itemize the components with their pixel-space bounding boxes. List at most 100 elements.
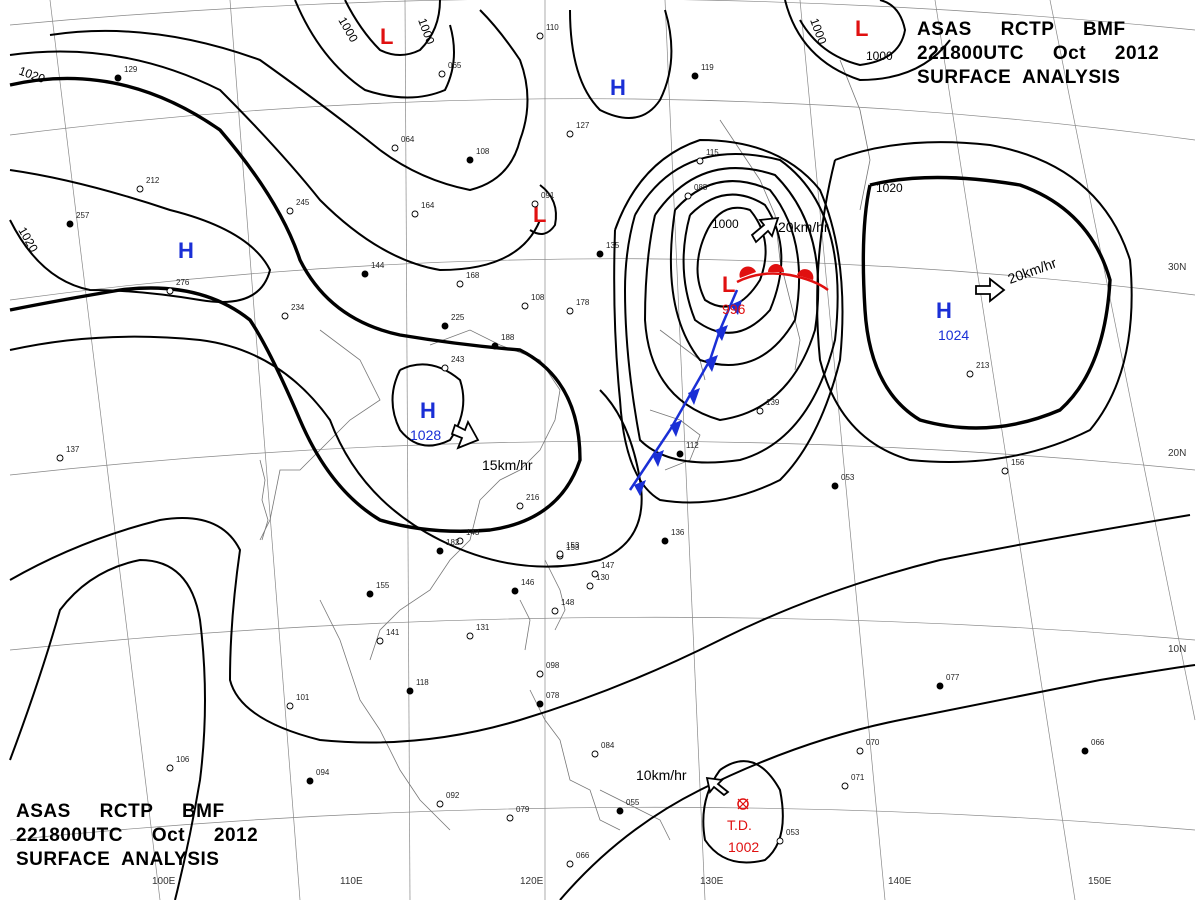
station-marker xyxy=(691,72,699,80)
station-pressure: 144 xyxy=(371,261,385,270)
title-line-3: SURFACE ANALYSIS xyxy=(917,67,1121,88)
station-pressure: 212 xyxy=(146,176,160,185)
station-pressure: 085 xyxy=(694,183,708,192)
isobar-label: 1000 xyxy=(866,49,893,63)
station-pressure: 147 xyxy=(601,561,615,570)
station-pressure: 110 xyxy=(546,23,559,32)
station-marker xyxy=(366,590,374,598)
station-marker xyxy=(456,280,464,288)
station-pressure: 053 xyxy=(786,828,800,837)
station-marker xyxy=(166,287,174,295)
tropical-depression-symbol xyxy=(737,798,749,810)
motion-arrow xyxy=(750,216,780,244)
station-marker xyxy=(436,800,444,808)
station-pressure: 070 xyxy=(866,738,880,747)
station-pressure: 066 xyxy=(1091,738,1105,747)
station-pressure: 141 xyxy=(386,628,400,637)
station-marker xyxy=(696,157,704,165)
high-center-symbol: H xyxy=(610,75,626,100)
station-marker xyxy=(684,192,692,200)
station-marker xyxy=(166,764,174,772)
station-pressure: 156 xyxy=(1011,458,1025,467)
station-marker xyxy=(281,312,289,320)
station-marker xyxy=(556,550,564,558)
graticule-labels: 30N 20N 10N 100E 110E 120E 130E 140E 150… xyxy=(152,262,1186,887)
station-pressure: 064 xyxy=(401,135,415,144)
station-pressure: 127 xyxy=(576,121,590,130)
latitude-label: 30N xyxy=(1168,262,1186,273)
station-pressure: 164 xyxy=(421,201,435,210)
motion-arrow xyxy=(450,419,480,450)
station-pressure: 078 xyxy=(546,691,560,700)
motion-arrow xyxy=(705,776,730,797)
motion-speed: 10km/hr xyxy=(636,767,687,783)
station-marker xyxy=(436,547,444,555)
station-marker xyxy=(591,750,599,758)
station-pressure: 092 xyxy=(446,791,460,800)
station-pressure: 129 xyxy=(124,65,138,74)
station-marker xyxy=(966,370,974,378)
station-marker xyxy=(406,687,414,695)
station-pressure: 146 xyxy=(521,578,535,587)
station-pressure: 153 xyxy=(566,541,580,550)
title-line-1: ASAS RCTP BMF xyxy=(917,19,1126,40)
station-marker xyxy=(391,144,399,152)
station-marker xyxy=(441,322,449,330)
station-pressure: 136 xyxy=(671,528,685,537)
station-marker xyxy=(114,74,122,82)
station-marker xyxy=(136,185,144,193)
motion-speed: 15km/hr xyxy=(482,457,533,473)
td-label: T.D. xyxy=(727,817,752,833)
low-center-symbol: L xyxy=(855,16,868,41)
longitude-label: 100E xyxy=(152,876,176,887)
station-marker xyxy=(596,250,604,258)
station-pressure: 094 xyxy=(316,768,330,777)
station-pressure: 213 xyxy=(976,361,990,370)
station-pressure: 276 xyxy=(176,278,190,287)
station-pressure: 118 xyxy=(416,678,429,687)
longitude-label: 120E xyxy=(520,876,544,887)
station-marker xyxy=(551,607,559,615)
warm-front xyxy=(736,264,829,292)
station-pressure: 108 xyxy=(476,147,490,156)
station-marker xyxy=(856,747,864,755)
high-center-value: 1028 xyxy=(410,427,441,443)
low-center-value: 996 xyxy=(722,301,746,317)
title-line-2: 221800UTC Oct 2012 xyxy=(16,825,259,846)
station-marker xyxy=(566,307,574,315)
station-pressure: 053 xyxy=(841,473,855,482)
isobar-label: 1020 xyxy=(876,181,903,195)
station-pressure: 216 xyxy=(526,493,540,502)
station-pressure: 106 xyxy=(176,755,190,764)
cold-front xyxy=(628,289,742,496)
high-center-symbol: H xyxy=(420,398,436,423)
station-pressure: 139 xyxy=(766,398,780,407)
station-marker xyxy=(491,342,499,350)
station-marker xyxy=(536,32,544,40)
station-marker xyxy=(566,860,574,868)
isobar-label: 1000 xyxy=(712,217,739,231)
td-value: 1002 xyxy=(728,839,759,855)
station-marker xyxy=(756,407,764,415)
station-marker xyxy=(511,587,519,595)
station-marker xyxy=(66,220,74,228)
station-marker xyxy=(466,632,474,640)
station-pressure: 168 xyxy=(466,271,480,280)
station-pressure: 084 xyxy=(601,741,615,750)
station-marker xyxy=(1081,747,1089,755)
longitude-label: 150E xyxy=(1088,876,1112,887)
high-center-symbol: H xyxy=(936,298,952,323)
station-pressure: 153 xyxy=(566,543,580,552)
station-pressure: 115 xyxy=(706,148,719,157)
station-pressure: 131 xyxy=(476,623,490,632)
station-marker xyxy=(776,837,784,845)
title-line-2: 221800UTC Oct 2012 xyxy=(917,43,1160,64)
station-pressure: 155 xyxy=(376,581,390,590)
station-marker xyxy=(536,700,544,708)
station-pressure: 245 xyxy=(296,198,310,207)
station-pressure: 079 xyxy=(516,805,530,814)
station-marker xyxy=(286,207,294,215)
station-pressure: 055 xyxy=(626,798,640,807)
station-marker xyxy=(56,454,64,462)
station-marker xyxy=(676,450,684,458)
